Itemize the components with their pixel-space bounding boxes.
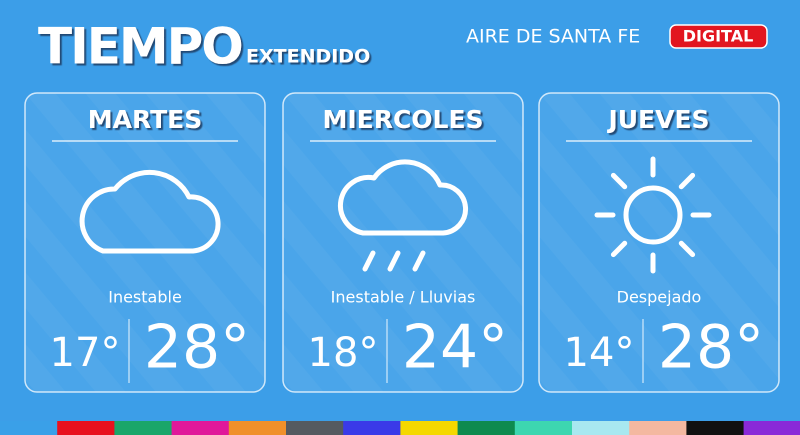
condition: Inestable / Lluvias — [331, 288, 476, 307]
day-card: MIERCOLES Inestable / Lluvias 18° 24° — [282, 92, 524, 393]
cards: MARTES Inestable 17° 28° MIERCOLES Inestable… — [24, 92, 780, 393]
strip-segment — [457, 421, 516, 435]
temp-min: 18° — [308, 330, 379, 376]
strip-segment — [57, 421, 115, 435]
card-bg — [282, 92, 524, 393]
sun-icon — [594, 156, 712, 274]
strip-segment — [629, 421, 687, 435]
cloud-icon — [79, 169, 221, 254]
temp-min: 14° — [564, 330, 635, 376]
subtitle: EXTENDIDO — [246, 46, 370, 68]
strip-segment — [114, 421, 172, 435]
strip-segment — [171, 421, 230, 435]
strip-segment — [400, 421, 458, 435]
day-card: JUEVES Despejado 14° 28° — [538, 92, 780, 393]
badge-bg — [669, 24, 768, 49]
day-card: MARTES Inestable 17° 28° — [24, 92, 266, 393]
condition: Despejado — [617, 288, 702, 307]
temp-max: 24° — [402, 313, 508, 383]
brand: AIRE DE SANTA FE — [466, 26, 640, 48]
strip-segment — [686, 421, 744, 435]
title: TIEMPO — [38, 18, 242, 76]
temp-max: 28° — [144, 313, 250, 383]
rain-icon — [337, 159, 469, 272]
day-name: MARTES — [88, 105, 203, 134]
strip-segment — [286, 421, 344, 435]
card-bg — [24, 92, 266, 393]
sun-ray — [610, 172, 628, 190]
sun-ray — [678, 240, 696, 258]
strip-segment — [343, 421, 401, 435]
temp-max: 28° — [658, 313, 764, 383]
day-name: JUEVES — [606, 105, 709, 134]
condition: Inestable — [108, 288, 182, 307]
strip-segment — [743, 421, 800, 435]
color-strip — [0, 421, 800, 435]
sun-ray — [678, 172, 696, 190]
badge: DIGITAL — [683, 27, 754, 46]
strip-segment — [514, 421, 573, 435]
strip-segment — [0, 421, 58, 435]
temp-min: 17° — [50, 330, 121, 376]
sun-ray — [610, 240, 628, 258]
day-name: MIERCOLES — [322, 105, 483, 134]
strip-segment — [228, 421, 287, 435]
strip-segment — [572, 421, 630, 435]
